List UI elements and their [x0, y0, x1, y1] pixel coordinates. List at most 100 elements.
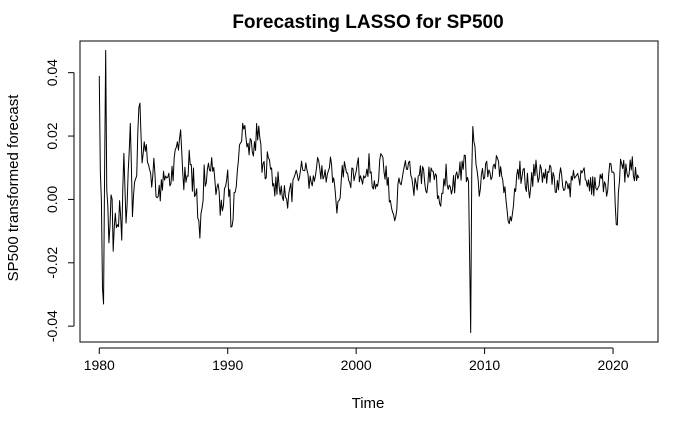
data-point [156, 197, 157, 198]
data-point [430, 167, 431, 168]
data-point [424, 182, 425, 183]
data-point [282, 196, 283, 197]
data-point [367, 176, 368, 177]
data-point [432, 170, 433, 171]
data-point [323, 176, 324, 177]
data-point [123, 153, 124, 154]
data-point [519, 161, 520, 162]
data-point [154, 173, 155, 174]
data-point [623, 160, 624, 161]
data-point [445, 164, 446, 165]
data-point [357, 163, 358, 164]
data-point [484, 177, 485, 178]
data-point [388, 177, 389, 178]
data-point [313, 175, 314, 176]
data-point [503, 192, 504, 193]
data-point [301, 161, 302, 162]
y-tick-label: -0.04 [44, 310, 60, 342]
data-point [226, 179, 227, 180]
data-point [195, 194, 196, 195]
data-point [511, 220, 512, 221]
data-point [196, 188, 197, 189]
data-point [397, 184, 398, 185]
data-point [606, 196, 607, 197]
data-point [574, 178, 575, 179]
data-point [240, 142, 241, 143]
data-point [422, 166, 423, 167]
data-point [306, 169, 307, 170]
data-point [500, 166, 501, 167]
data-point [469, 255, 470, 256]
data-point [413, 195, 414, 196]
data-point [468, 181, 469, 182]
data-point [406, 169, 407, 170]
data-point [467, 177, 468, 178]
data-point [315, 175, 316, 176]
data-point [265, 178, 266, 179]
data-point [480, 189, 481, 190]
y-tick-label: 0.04 [44, 59, 60, 86]
data-point [540, 164, 541, 165]
data-point [179, 138, 180, 139]
data-point [566, 182, 567, 183]
data-point [108, 242, 109, 243]
data-point [228, 196, 229, 197]
data-point [464, 154, 465, 155]
data-point [305, 162, 306, 163]
data-point [242, 123, 243, 124]
data-point [520, 183, 521, 184]
data-point [191, 164, 192, 165]
data-point [152, 175, 153, 176]
data-point [592, 176, 593, 177]
data-point [534, 175, 535, 176]
data-point [298, 180, 299, 181]
data-point [434, 179, 435, 180]
data-point [473, 141, 474, 142]
data-point [531, 172, 532, 173]
data-point [273, 183, 274, 184]
data-point [198, 220, 199, 221]
data-point [588, 179, 589, 180]
data-point [181, 150, 182, 151]
data-point [356, 171, 357, 172]
data-point [510, 216, 511, 217]
data-point [163, 171, 164, 172]
x-tick-label: 2020 [597, 357, 628, 373]
data-point [197, 218, 198, 219]
data-point [104, 169, 105, 170]
data-point [289, 188, 290, 189]
data-point [128, 171, 129, 172]
data-point [544, 178, 545, 179]
data-point [399, 183, 400, 184]
data-point [527, 173, 528, 174]
data-point [529, 197, 530, 198]
data-point [267, 151, 268, 152]
data-point [508, 221, 509, 222]
data-point [401, 184, 402, 185]
data-point [591, 194, 592, 195]
y-tick-label: 0.02 [44, 122, 60, 149]
data-point [486, 161, 487, 162]
data-point [396, 209, 397, 210]
data-point [485, 163, 486, 164]
data-point [442, 193, 443, 194]
data-point [597, 187, 598, 188]
data-point [259, 137, 260, 138]
data-point [114, 227, 115, 228]
data-point [564, 189, 565, 190]
data-point [506, 210, 507, 211]
data-point [295, 174, 296, 175]
data-point [354, 175, 355, 176]
data-point [617, 224, 618, 225]
data-point [146, 144, 147, 145]
data-point [100, 171, 101, 172]
data-point [454, 192, 455, 193]
data-point [143, 153, 144, 154]
data-point [459, 161, 460, 162]
data-point [466, 181, 467, 182]
data-point [499, 176, 500, 177]
data-point [169, 185, 170, 186]
data-point [352, 168, 353, 169]
data-point [136, 175, 137, 176]
data-point [373, 189, 374, 190]
